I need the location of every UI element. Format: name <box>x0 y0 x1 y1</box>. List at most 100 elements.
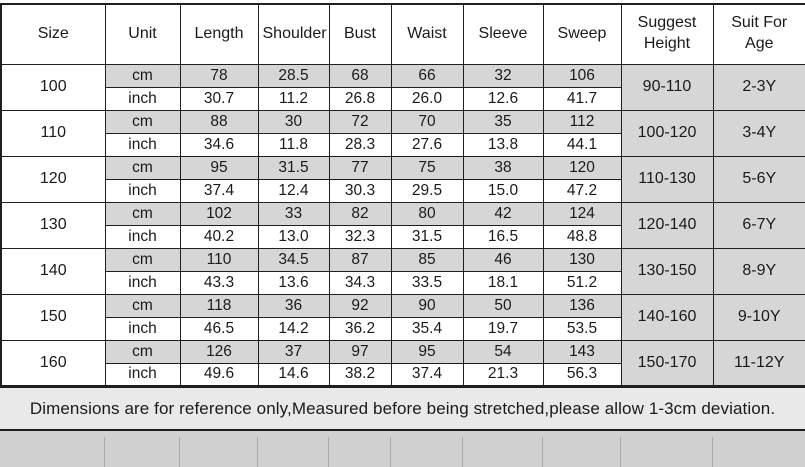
measurement-cm-value: 50 <box>462 293 544 318</box>
strip-divider-line <box>390 437 391 467</box>
suggest-height-value: 100-120 <box>620 109 714 157</box>
measurement-inch-value: 30.7 <box>179 86 259 111</box>
unit-cm-label: cm <box>104 155 181 180</box>
measurement-cm-value: 66 <box>390 63 464 88</box>
measurement-cm-value: 92 <box>328 293 392 318</box>
unit-cm-label: cm <box>104 247 181 272</box>
measurement-inch-value: 29.5 <box>390 178 464 203</box>
size-value: 140 <box>0 247 106 295</box>
table-row-120-cm: 120 cm 95 31.5 77 75 38 120 110-130 5-6Y <box>0 155 805 203</box>
measurement-inch-value: 40.2 <box>179 224 259 249</box>
measurement-inch-value: 19.7 <box>462 316 544 341</box>
measurement-inch-value: 34.3 <box>328 270 392 295</box>
measurement-inch-value: 12.6 <box>462 86 544 111</box>
measurement-inch-value: 27.6 <box>390 132 464 157</box>
measurement-cm-value: 112 <box>542 109 622 134</box>
measurement-inch-value: 28.3 <box>328 132 392 157</box>
table-row-100-inch: inch 30.7 11.2 26.8 26.0 12.6 41.7 <box>1 86 805 111</box>
measurement-cm-value: 54 <box>462 339 544 364</box>
measurement-inch-value: 49.6 <box>179 362 259 387</box>
suggest-height-value: 120-140 <box>620 201 714 249</box>
strip-divider-line <box>328 437 329 467</box>
measurement-inch-value: 13.6 <box>257 270 330 295</box>
table-row-110-inch: inch 34.6 11.8 28.3 27.6 13.8 44.1 <box>1 132 805 157</box>
header-waist: Waist <box>390 3 464 65</box>
measurement-cm-value: 88 <box>179 109 259 134</box>
measurement-inch-value: 16.5 <box>462 224 544 249</box>
measurement-cm-value: 80 <box>390 201 464 226</box>
measurement-inch-value: 11.2 <box>257 86 330 111</box>
unit-inch-label: inch <box>104 270 181 295</box>
measurement-cm-value: 82 <box>328 201 392 226</box>
header-bust: Bust <box>328 3 392 65</box>
measurement-cm-value: 110 <box>179 247 259 272</box>
measurement-cm-value: 118 <box>179 293 259 318</box>
suggest-height-value: 90-110 <box>620 63 714 111</box>
unit-inch-label: inch <box>104 86 181 111</box>
unit-cm-label: cm <box>104 339 181 364</box>
suggest-height-value: 130-150 <box>620 247 714 295</box>
measurement-inch-value: 48.8 <box>542 224 622 249</box>
measurement-cm-value: 38 <box>462 155 544 180</box>
disclaimer-note: Dimensions are for reference only,Measur… <box>0 387 805 431</box>
strip-divider-line <box>620 437 621 467</box>
strip-divider-line <box>542 437 543 467</box>
suggest-height-value: 110-130 <box>620 155 714 203</box>
measurement-inch-value: 35.4 <box>390 316 464 341</box>
measurement-inch-value: 44.1 <box>542 132 622 157</box>
measurement-inch-value: 36.2 <box>328 316 392 341</box>
suit-for-age-value: 9-10Y <box>712 293 805 341</box>
header-unit: Unit <box>104 3 181 65</box>
suggest-height-value: 150-170 <box>620 339 714 387</box>
measurement-cm-value: 85 <box>390 247 464 272</box>
measurement-inch-value: 32.3 <box>328 224 392 249</box>
size-value: 150 <box>0 293 106 341</box>
header-suggest-height: Suggest Height <box>620 3 714 65</box>
measurement-inch-value: 33.5 <box>390 270 464 295</box>
header-sweep: Sweep <box>542 3 622 65</box>
measurement-inch-value: 14.2 <box>257 316 330 341</box>
measurement-inch-value: 14.6 <box>257 362 330 387</box>
unit-cm-label: cm <box>104 63 181 88</box>
header-row: Size Unit Length Shoulder Bust Waist Sle… <box>0 3 805 65</box>
table-row-110-cm: 110 cm 88 30 72 70 35 112 100-120 3-4Y <box>0 109 805 157</box>
measurement-inch-value: 38.2 <box>328 362 392 387</box>
measurement-inch-value: 41.7 <box>542 86 622 111</box>
strip-divider-line <box>179 437 180 467</box>
measurement-inch-value: 37.4 <box>179 178 259 203</box>
suit-for-age-value: 5-6Y <box>712 155 805 203</box>
measurement-cm-value: 106 <box>542 63 622 88</box>
size-value: 160 <box>0 339 106 387</box>
strip-divider-line <box>257 437 258 467</box>
table-row-120-inch: inch 37.4 12.4 30.3 29.5 15.0 47.2 <box>1 178 805 203</box>
measurement-inch-value: 12.4 <box>257 178 330 203</box>
measurement-cm-value: 136 <box>542 293 622 318</box>
measurement-inch-value: 13.0 <box>257 224 330 249</box>
measurement-cm-value: 95 <box>390 339 464 364</box>
measurement-inch-value: 31.5 <box>390 224 464 249</box>
unit-inch-label: inch <box>104 224 181 249</box>
suit-for-age-value: 11-12Y <box>712 339 805 387</box>
table-row-160-cm: 160 cm 126 37 97 95 54 143 150-170 11-12Y <box>0 339 805 387</box>
suit-for-age-value: 6-7Y <box>712 201 805 249</box>
measurement-cm-value: 37 <box>257 339 330 364</box>
measurement-cm-value: 31.5 <box>257 155 330 180</box>
header-suit-for-age: Suit For Age <box>712 3 805 65</box>
measurement-cm-value: 32 <box>462 63 544 88</box>
measurement-inch-value: 13.8 <box>462 132 544 157</box>
strip-divider-line <box>104 437 105 467</box>
measurement-cm-value: 130 <box>542 247 622 272</box>
measurement-cm-value: 36 <box>257 293 330 318</box>
unit-cm-label: cm <box>104 293 181 318</box>
strip-divider-line <box>712 437 713 467</box>
measurement-inch-value: 18.1 <box>462 270 544 295</box>
measurement-cm-value: 97 <box>328 339 392 364</box>
measurement-cm-value: 72 <box>328 109 392 134</box>
measurement-cm-value: 34.5 <box>257 247 330 272</box>
measurement-inch-value: 53.5 <box>542 316 622 341</box>
measurement-cm-value: 126 <box>179 339 259 364</box>
measurement-cm-value: 124 <box>542 201 622 226</box>
measurement-cm-value: 68 <box>328 63 392 88</box>
size-value: 130 <box>0 201 106 249</box>
